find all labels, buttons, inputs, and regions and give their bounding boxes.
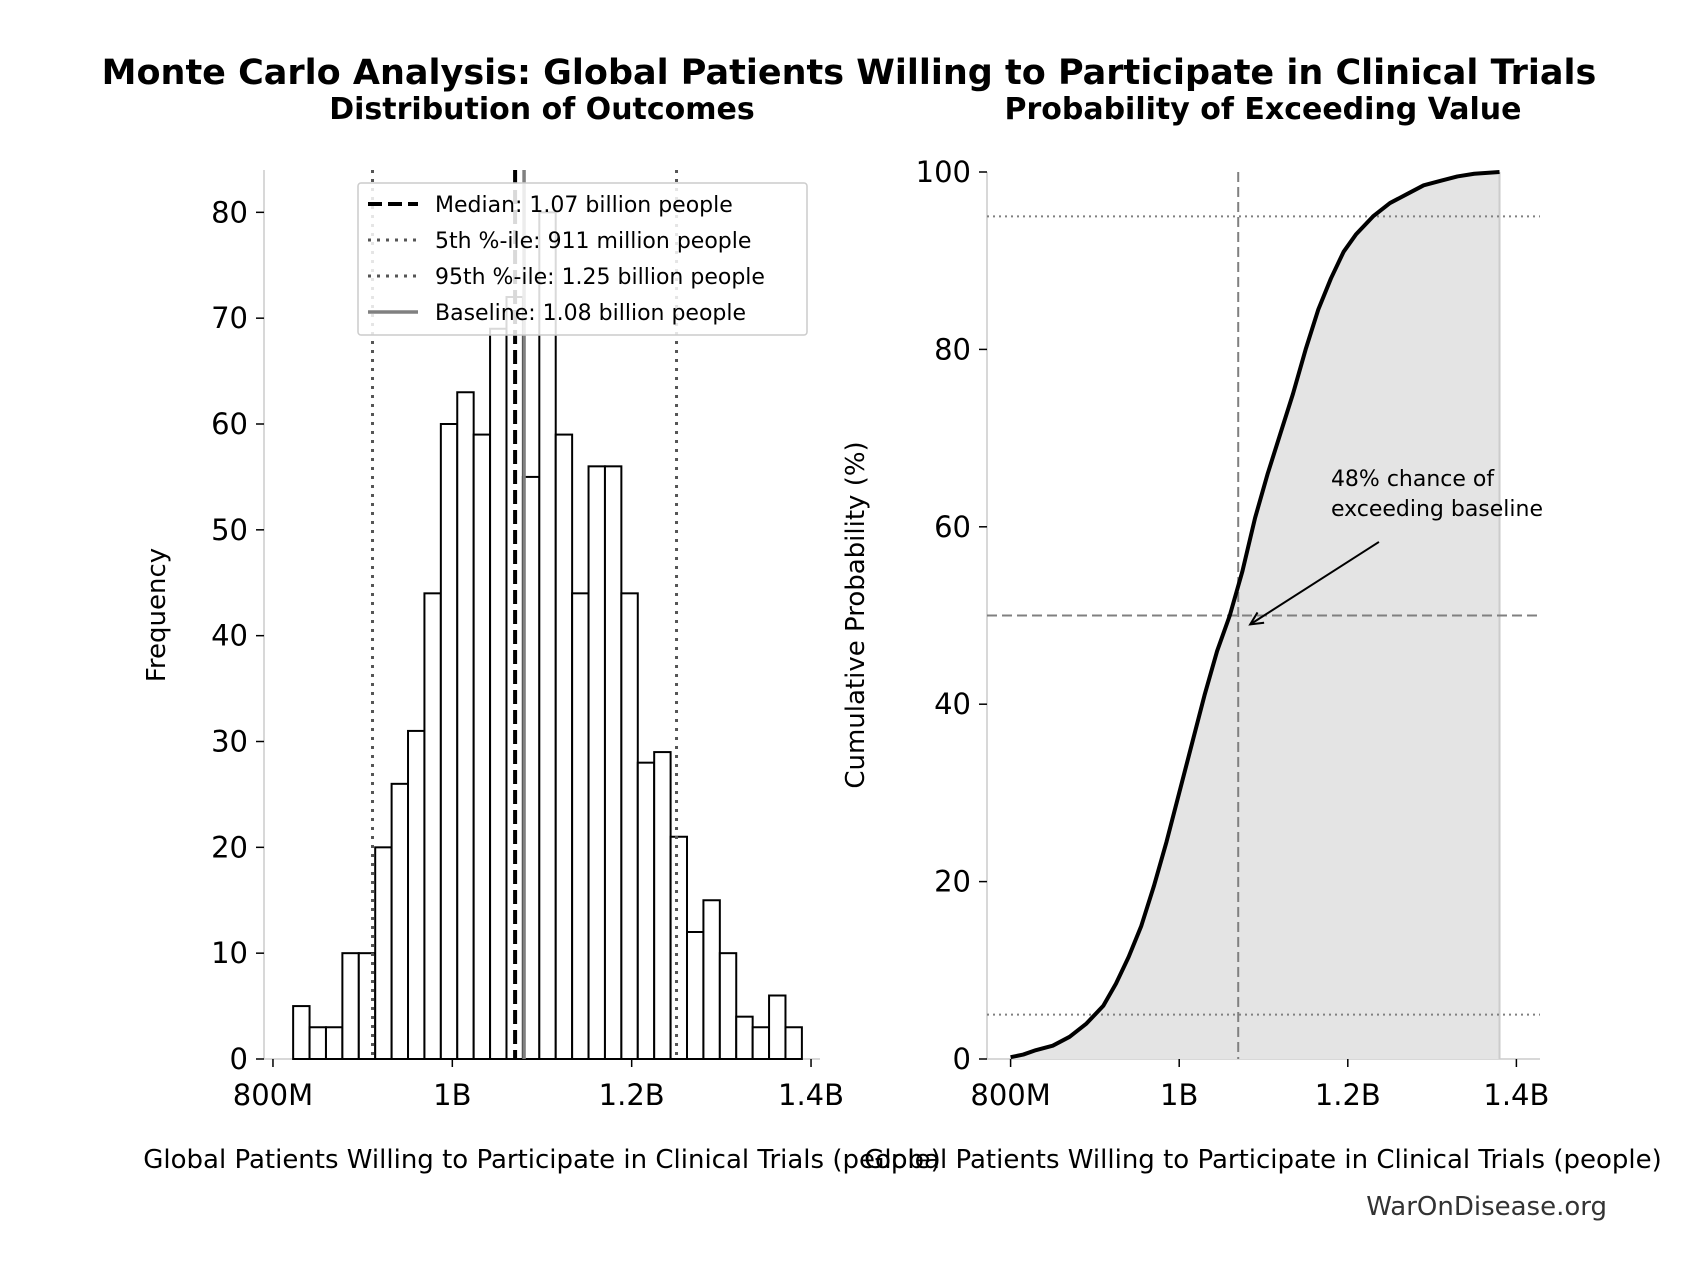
- hist-ylabel: Frequency: [142, 548, 172, 682]
- histogram-bar: [702, 899, 721, 1060]
- cdf-x-tick-label: 1B: [1160, 1078, 1198, 1112]
- hist-y-tick-label: 70: [211, 301, 248, 335]
- legend-frame: [357, 182, 808, 336]
- cdf-y-tick-label: 40: [934, 687, 971, 721]
- hist-y-tick-label: 80: [211, 195, 248, 229]
- histogram-bar: [308, 1026, 327, 1060]
- histogram-bar: [472, 433, 492, 1061]
- histogram-bar: [489, 327, 508, 1060]
- cdf-y-tick-label: 100: [916, 155, 971, 189]
- histogram-bar: [735, 1015, 754, 1061]
- watermark: WarOnDisease.org: [1366, 1192, 1607, 1222]
- hist-subtitle: Distribution of Outcomes: [329, 92, 755, 127]
- hist-x-tick-label: 1.2B: [599, 1078, 665, 1112]
- cdf-x-tick-label: 1.4B: [1483, 1078, 1549, 1112]
- hist-y-tick-label: 60: [211, 407, 248, 441]
- histogram-bar: [768, 994, 787, 1060]
- histogram-bar: [571, 592, 590, 1060]
- annotation-text-line: 48% chance of: [1331, 467, 1495, 492]
- legend-median-label: Median: 1.07 billion people: [435, 193, 733, 218]
- legend-p5-label: 5th %-ile: 911 million people: [435, 229, 751, 254]
- cdf-y-tick-label: 60: [934, 510, 971, 544]
- cdf-y-tick-label: 80: [934, 332, 971, 366]
- histogram-bar: [390, 782, 410, 1060]
- histogram-bar: [554, 433, 574, 1061]
- hist-y-tick-label: 20: [211, 830, 248, 864]
- legend-baseline-label: Baseline: 1.08 billion people: [435, 301, 746, 326]
- histogram-bar: [324, 1026, 344, 1060]
- histogram-bar: [538, 211, 557, 1061]
- annotation-text-line: exceeding baseline: [1331, 497, 1543, 522]
- histogram-bar: [620, 592, 639, 1060]
- cdf-x-tick-label: 800M: [970, 1078, 1050, 1112]
- annotation-arrow-line: [1249, 541, 1380, 626]
- histogram-bar: [456, 391, 475, 1060]
- histogram-bar: [292, 1005, 311, 1060]
- cdf-line: [1010, 170, 1500, 1060]
- histogram-bar: [686, 931, 705, 1060]
- cdf-subtitle: Probability of Exceeding Value: [1004, 92, 1521, 127]
- cdf-y-tick-label: 20: [934, 865, 971, 899]
- hist-x-tick-label: 1B: [433, 1078, 471, 1112]
- cdf-ylabel: Cumulative Probability (%): [841, 441, 871, 788]
- histogram-bar: [341, 952, 360, 1061]
- histogram-bar: [653, 751, 672, 1060]
- legend-p95-label: 95th %-ile: 1.25 billion people: [435, 265, 765, 290]
- hist-x-tick-label: 800M: [233, 1078, 313, 1112]
- hist-legend: Median: 1.07 billion people 5th %-ile: 9…: [357, 182, 808, 336]
- hist-y-tick-label: 50: [211, 513, 248, 547]
- chart-title: Monte Carlo Analysis: Global Patients Wi…: [102, 53, 1597, 93]
- histogram-bar: [669, 835, 689, 1060]
- cdf-x-tick-label: 1.2B: [1315, 1078, 1381, 1112]
- histogram-bar: [784, 1026, 803, 1060]
- histogram-plot: 800M 1B 1.2B 1.4B 0 10 20 30 40 50 60 70 80: [211, 170, 844, 1112]
- hist-y-tick-label: 10: [211, 936, 248, 970]
- histogram-bar: [751, 1026, 771, 1060]
- annotation-arrow-head: [1248, 611, 1265, 626]
- cdf-plot: 800M 1B 1.2B 1.4B 0 20 40 60 80 100 48% chance of e…: [916, 155, 1550, 1112]
- histogram-bar: [636, 761, 656, 1061]
- histogram-bar: [439, 423, 459, 1060]
- histogram-bar: [587, 465, 606, 1061]
- histogram-bar: [603, 465, 623, 1061]
- histogram-bar: [407, 729, 426, 1061]
- hist-y-tick-label: 40: [211, 619, 248, 653]
- histogram-bar: [374, 846, 393, 1060]
- histogram-bar: [423, 592, 442, 1060]
- cdf-xlabel: Global Patients Willing to Participate i…: [864, 1145, 1662, 1175]
- hist-xlabel: Global Patients Willing to Participate i…: [143, 1145, 941, 1175]
- hist-y-tick-label: 30: [211, 725, 248, 759]
- histogram-bar: [718, 952, 738, 1061]
- hist-y-tick-label: 0: [230, 1042, 248, 1076]
- hist-x-tick-label: 1.4B: [778, 1078, 844, 1112]
- cdf-y-tick-label: 0: [953, 1042, 971, 1076]
